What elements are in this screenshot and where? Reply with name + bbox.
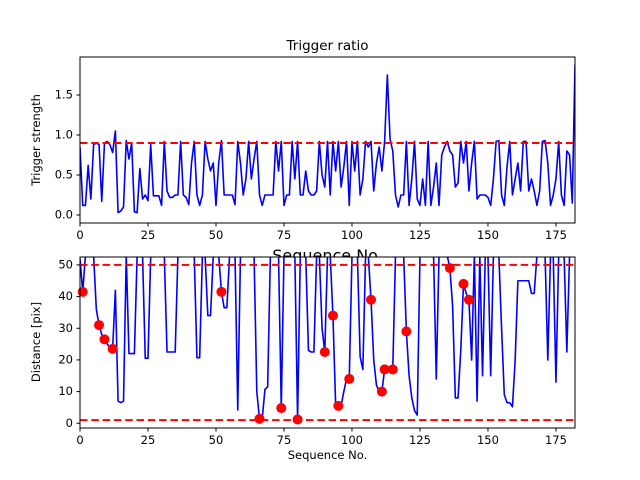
top-yaxis-label: Trigger strength: [29, 94, 43, 186]
trigger-event-dot: [333, 400, 344, 411]
x-tick-label: 75: [277, 228, 292, 242]
trigger-event-dot: [94, 320, 105, 331]
y-tick-label: 0: [66, 416, 73, 430]
y-tick-label: 50: [58, 257, 73, 271]
bottom-yaxis-label: Distance [pix]: [29, 301, 43, 383]
distance-plot: 0 25 50 75 100 125 150 175 0 10 20 30 40 50: [58, 256, 576, 447]
trigger-event-dot: [366, 294, 377, 305]
x-tick-label: 0: [76, 433, 83, 447]
x-tick-label: 150: [477, 228, 499, 242]
x-tick-label: 100: [341, 433, 363, 447]
y-tick-label: 40: [58, 289, 73, 303]
x-tick-label: 175: [545, 228, 567, 242]
trigger-ratio-panel: [80, 57, 575, 223]
y-tick-label: 1.0: [55, 128, 73, 142]
chart-title: Trigger ratio: [286, 38, 369, 54]
trigger-event-dot: [216, 286, 227, 297]
y-tick-label: 30: [58, 321, 73, 335]
trigger-event-dot: [77, 286, 88, 297]
trigger-event-dot: [463, 294, 474, 305]
x-tick-label: 0: [76, 228, 83, 242]
trigger-event-dot: [327, 310, 338, 321]
x-tick-label: 150: [477, 433, 499, 447]
trigger-event-dot: [458, 278, 469, 289]
x-tick-label: 25: [141, 433, 156, 447]
x-tick-label: 25: [141, 228, 156, 242]
trigger-event-dot: [292, 414, 303, 425]
axes-spines: [79, 56, 576, 224]
trigger-ratio-plot: 0 25 50 75 100 125 150 175 0.0 0.5 1.0 1.5: [55, 56, 576, 242]
trigger-strength-line: [80, 64, 575, 214]
y-tick-label: 10: [58, 384, 73, 398]
trigger-event-dot: [344, 373, 355, 384]
trigger-event-dot: [254, 413, 265, 424]
trigger-event-dot: [444, 263, 455, 274]
trigger-event-dot: [379, 364, 390, 375]
distance-line: [80, 257, 571, 421]
trigger-event-dot: [376, 386, 387, 397]
y-tick-label: 20: [58, 352, 73, 366]
x-tick-label: 175: [545, 433, 567, 447]
axes-spines: [79, 256, 576, 429]
trigger-event-dot: [107, 343, 118, 354]
x-tick-label: 75: [277, 433, 292, 447]
trigger-event-dot: [401, 326, 412, 337]
x-tick-label: 50: [209, 433, 224, 447]
trigger-event-dot: [276, 403, 287, 414]
bottom-xaxis-label: Sequence No.: [287, 448, 368, 462]
x-tick-label: 100: [341, 228, 363, 242]
y-tick-label: 0.0: [55, 208, 73, 222]
x-tick-label: 50: [209, 228, 224, 242]
trigger-event-dot: [99, 334, 110, 345]
x-tick-label: 125: [409, 228, 431, 242]
y-tick-label: 1.5: [55, 88, 73, 102]
trigger-event-dot: [387, 364, 398, 375]
x-tick-label: 125: [409, 433, 431, 447]
trigger-event-dot: [319, 347, 330, 357]
y-tick-label: 0.5: [55, 168, 73, 182]
